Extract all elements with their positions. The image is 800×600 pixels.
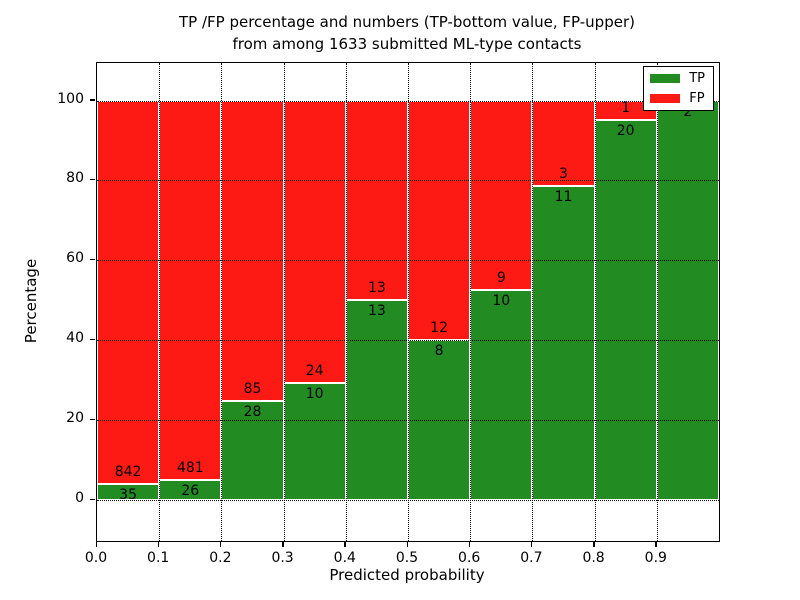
bar-fp-segment — [97, 100, 160, 485]
y-tick-mark — [90, 99, 95, 101]
chart-title-line2: from among 1633 submitted ML-type contac… — [232, 35, 582, 53]
legend: TP FP — [643, 66, 714, 111]
x-tick-mark — [344, 542, 346, 547]
x-tick-mark — [468, 542, 471, 547]
legend-swatch-tp-icon — [650, 74, 681, 83]
fp-count-label: 842 — [114, 464, 142, 481]
x-tick-mark — [406, 542, 408, 547]
x-tick-label: 0.3 — [271, 550, 294, 566]
x-axis-label: Predicted probability — [329, 566, 485, 584]
legend-label-tp: TP — [689, 71, 705, 86]
tp-count-label: 8 — [434, 343, 444, 360]
x-gridline — [408, 63, 409, 541]
x-gridline — [221, 63, 223, 541]
y-tick-mark — [90, 258, 95, 261]
x-tick-label: 0.6 — [458, 550, 481, 566]
bar-fp-segment — [159, 100, 222, 480]
y-tick-mark — [90, 418, 95, 421]
tp-count-label: 35 — [119, 487, 137, 504]
legend-entry-tp: TP — [650, 72, 705, 85]
chart-title-line1: TP /FP percentage and numbers (TP-bottom… — [179, 13, 635, 31]
bar-fp-segment — [283, 100, 346, 383]
x-tick-mark — [95, 542, 97, 547]
y-tick-label: 100 — [57, 90, 84, 107]
x-tick-label: 0.4 — [333, 550, 356, 566]
fp-count-label: 12 — [430, 320, 448, 337]
y-tick-label: 20 — [66, 410, 84, 427]
y-tick-label: 80 — [66, 170, 84, 187]
bar-tp-segment — [594, 119, 657, 500]
fp-count-label: 9 — [496, 269, 506, 286]
plot-area: TP FP 842 35 481 26 85 28 24 10 13 13 12 8 9 10 3 11 1 20… — [96, 62, 720, 542]
tp-count-label: 13 — [367, 303, 386, 320]
x-tick-mark — [157, 542, 160, 547]
y-gridline — [97, 180, 719, 182]
tp-count-label: 20 — [616, 122, 635, 139]
bar-tp-segment — [470, 289, 533, 500]
x-tick-label: 0.2 — [209, 550, 232, 566]
y-gridline — [97, 420, 719, 422]
bar-tp-segment — [532, 186, 595, 500]
y-tick-mark — [90, 498, 95, 500]
y-axis-label: Percentage — [22, 258, 40, 344]
x-tick-mark — [655, 542, 657, 547]
legend-swatch-fp-icon — [650, 94, 681, 103]
y-tick-label: 0 — [75, 490, 84, 506]
x-tick-mark — [282, 542, 284, 547]
bar-tp-segment — [283, 382, 346, 500]
fp-count-label: 481 — [176, 459, 204, 476]
x-gridline — [470, 63, 472, 541]
x-tick-label: 0.7 — [520, 550, 543, 566]
fp-count-label: 24 — [305, 362, 324, 379]
y-gridline — [97, 260, 719, 262]
tp-count-label: 11 — [554, 189, 573, 206]
x-tick-label: 0.9 — [644, 550, 667, 566]
bar-fp-segment — [532, 100, 595, 187]
x-gridline — [594, 63, 596, 541]
x-tick-label: 0.5 — [395, 550, 419, 566]
legend-label-fp: FP — [689, 91, 705, 106]
bar-tp-segment — [345, 300, 408, 500]
tp-count-label: 10 — [492, 292, 511, 309]
x-gridline — [159, 63, 161, 541]
x-gridline — [532, 63, 534, 541]
bar-fp-segment — [470, 100, 533, 290]
bar-tp-segment — [97, 484, 160, 500]
y-gridline — [97, 500, 719, 501]
bar-fp-segment — [345, 100, 408, 301]
y-tick-mark — [90, 338, 95, 341]
tp-count-label: 2 — [683, 103, 693, 120]
fp-count-label: 85 — [243, 381, 262, 397]
x-tick-label: 0.8 — [582, 550, 605, 566]
x-tick-label: 0.0 — [84, 550, 108, 566]
legend-entry-fp: FP — [650, 92, 705, 105]
y-tick-mark — [90, 178, 95, 181]
x-tick-label: 0.1 — [147, 550, 170, 566]
tp-count-label: 10 — [305, 385, 324, 402]
chart-title: TP /FP percentage and numbers (TP-bottom… — [7, 11, 800, 55]
fp-count-label: 3 — [559, 166, 568, 183]
x-tick-mark — [593, 542, 595, 547]
bar-fp-segment — [221, 100, 284, 401]
x-tick-mark — [219, 542, 222, 547]
x-gridline — [345, 63, 347, 541]
bar-tp-segment — [656, 100, 719, 500]
x-gridline — [283, 63, 285, 541]
y-tick-label: 60 — [66, 250, 84, 267]
x-gridline — [656, 63, 658, 541]
tp-count-label: 26 — [181, 482, 200, 499]
x-tick-mark — [530, 542, 533, 547]
y-gridline — [97, 100, 719, 102]
bar-fp-segment — [408, 100, 471, 341]
fp-count-label: 13 — [367, 280, 386, 297]
y-tick-label: 40 — [66, 330, 84, 347]
y-gridline — [97, 340, 719, 342]
tp-count-label: 28 — [243, 404, 262, 420]
fp-count-label: 1 — [621, 99, 631, 116]
